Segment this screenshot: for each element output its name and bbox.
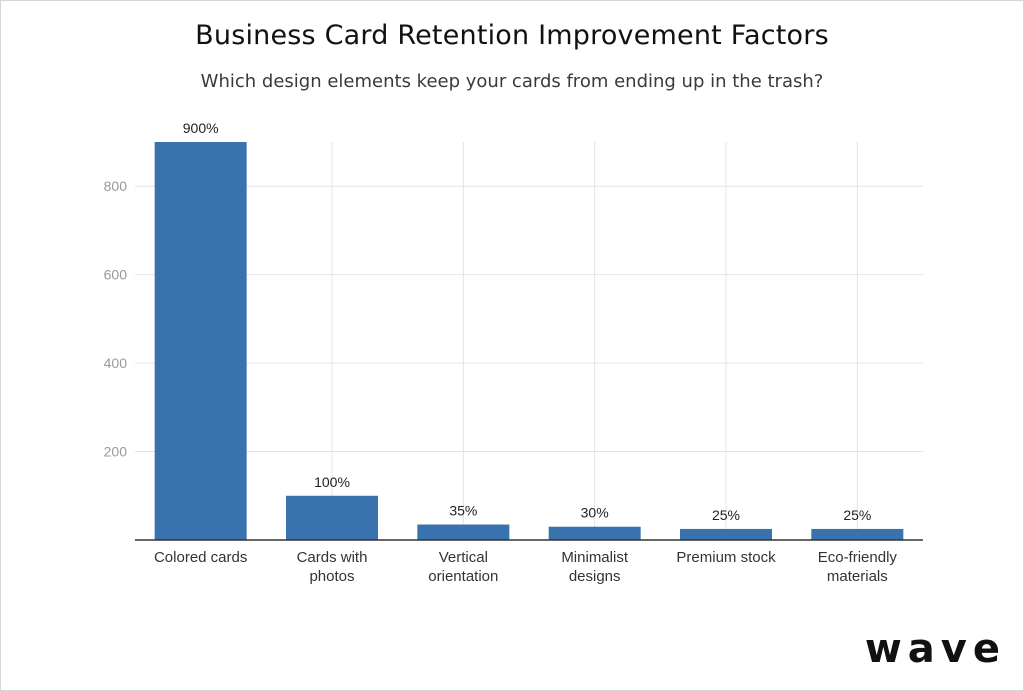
category-label-line: Cards with bbox=[297, 549, 368, 566]
data-label: 100% bbox=[314, 474, 350, 490]
bar bbox=[548, 526, 641, 540]
data-label: 25% bbox=[712, 507, 740, 523]
data-label: 25% bbox=[843, 507, 871, 523]
category-label: Cards with photos bbox=[297, 549, 368, 585]
y-tick-label: 400 bbox=[104, 355, 128, 371]
category-label: Eco-friendly materials bbox=[818, 549, 898, 585]
data-label: 30% bbox=[581, 505, 609, 521]
bar bbox=[811, 528, 904, 540]
category-label-line: Minimalist bbox=[561, 549, 629, 566]
bar bbox=[286, 495, 378, 540]
category-label: Colored cards bbox=[154, 549, 247, 566]
data-label: 35% bbox=[449, 503, 477, 519]
chart-title: Business Card Retention Improvement Fact… bbox=[195, 20, 829, 51]
bar bbox=[417, 524, 510, 540]
category-label-line: Colored cards bbox=[154, 549, 247, 566]
y-tick-label: 600 bbox=[104, 267, 128, 283]
category-label-line: orientation bbox=[428, 568, 498, 585]
category-label-line: materials bbox=[827, 568, 888, 585]
chart-subtitle: Which design elements keep your cards fr… bbox=[200, 71, 824, 92]
bar bbox=[154, 142, 247, 540]
category-label-line: Premium stock bbox=[676, 549, 776, 566]
wave-logo: wave bbox=[864, 626, 1006, 672]
category-label-line: photos bbox=[309, 568, 354, 585]
category-label: Minimalist designs bbox=[561, 549, 629, 585]
y-tick-label: 800 bbox=[104, 178, 128, 194]
category-label: Vertical orientation bbox=[428, 549, 498, 585]
category-label-line: Eco-friendly bbox=[818, 549, 898, 566]
y-tick-label: 200 bbox=[104, 444, 128, 460]
category-label-line: designs bbox=[569, 568, 621, 585]
bar bbox=[680, 528, 772, 540]
category-label-line: Vertical bbox=[439, 549, 488, 566]
category-label: Premium stock bbox=[676, 549, 776, 566]
data-label: 900% bbox=[183, 120, 219, 136]
